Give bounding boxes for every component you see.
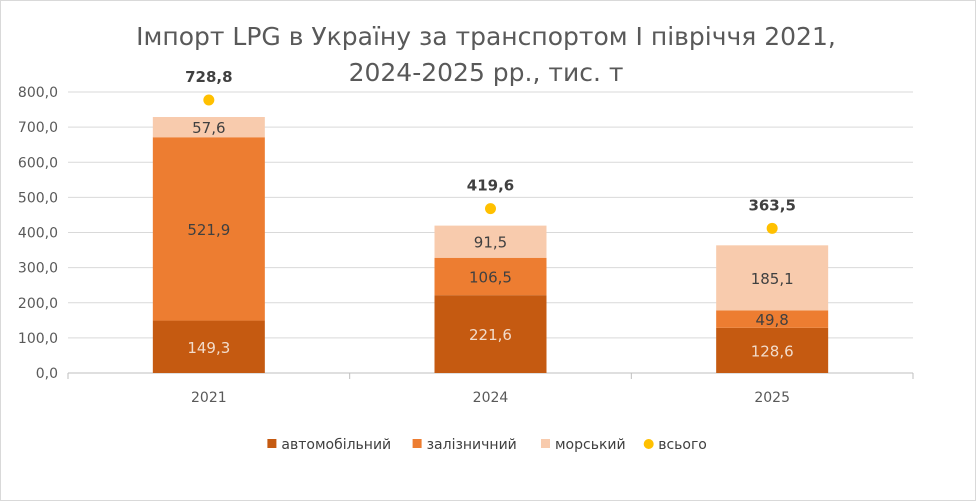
y-tick-label: 800,0: [18, 85, 58, 101]
legend-marker: [412, 439, 422, 448]
data-label: 521,9: [187, 221, 230, 239]
legend-label: залізничний: [427, 437, 517, 453]
y-tick-label: 200,0: [18, 296, 58, 312]
y-tick-label: 700,0: [18, 120, 58, 136]
x-tick-label: 2024: [473, 390, 509, 406]
bar-segment: [434, 225, 547, 258]
data-label: 91,5: [474, 234, 507, 252]
bar-segment: [434, 295, 547, 373]
total-point: [485, 203, 496, 215]
y-tick-label: 400,0: [18, 226, 58, 242]
total-label: 419,6: [467, 177, 514, 195]
bar-segment: [716, 245, 829, 311]
data-label: 128,6: [751, 342, 794, 360]
data-label: 57,6: [192, 119, 225, 137]
bar-segment: [152, 137, 265, 321]
total-label: 363,5: [748, 196, 795, 214]
x-tick-label: 2025: [754, 390, 790, 406]
bar-segment: [152, 117, 265, 138]
y-tick-label: 500,0: [18, 190, 58, 206]
chart-title: Імпорт LPG в Україну за транспортом І пі…: [136, 22, 836, 87]
legend-label: автомобільний: [281, 437, 391, 453]
data-label: 221,6: [469, 326, 512, 344]
legend-marker: [541, 439, 550, 448]
x-tick-label: 2021: [191, 390, 227, 406]
data-label: 106,5: [469, 268, 512, 286]
legend-marker: [643, 439, 654, 449]
bar-segment: [716, 327, 829, 373]
y-tick-label: 600,0: [18, 155, 58, 171]
y-tick-label: 300,0: [18, 261, 58, 277]
bar-segment: [152, 320, 265, 373]
total-point: [203, 94, 215, 106]
legend-label: всього: [658, 437, 707, 453]
data-label: 49,8: [755, 311, 788, 329]
legend-marker: [267, 439, 277, 448]
y-tick-label: 0,0: [36, 366, 58, 382]
total-point: [766, 222, 778, 234]
data-label: 185,1: [751, 270, 794, 288]
total-label: 728,8: [185, 68, 232, 86]
legend-label: морський: [555, 437, 626, 453]
data-label: 149,3: [187, 339, 230, 357]
bar-segment: [434, 257, 547, 296]
y-tick-label: 100,0: [18, 331, 58, 347]
bar-segment: [716, 310, 829, 328]
